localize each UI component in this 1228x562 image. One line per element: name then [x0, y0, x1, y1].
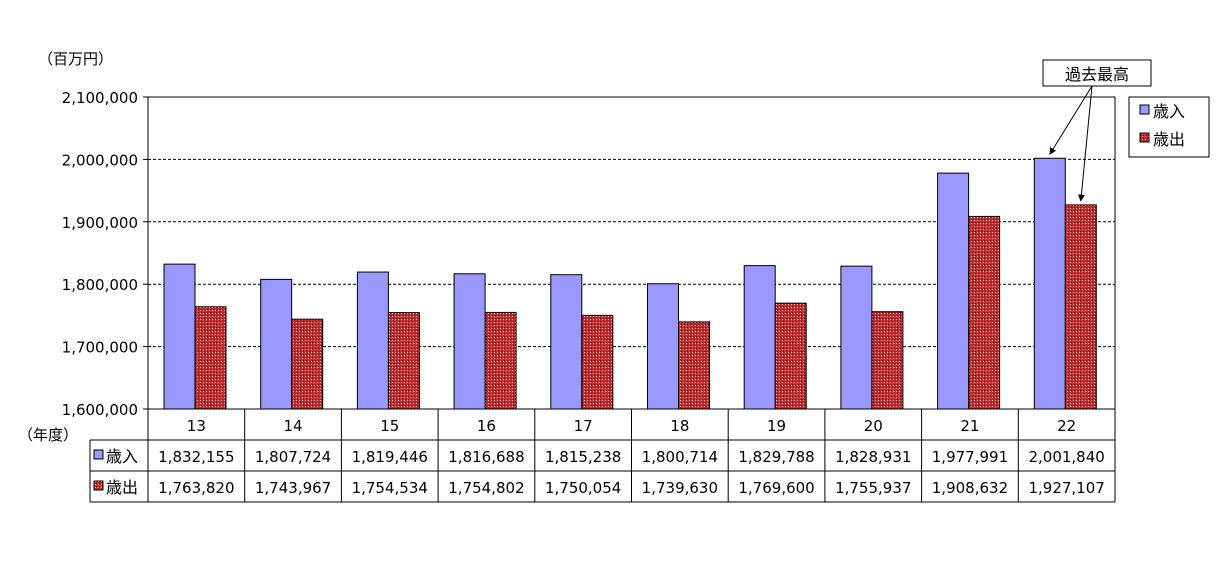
y-tick-label: 2,100,000	[62, 89, 138, 107]
bar-revenue	[163, 263, 196, 410]
bar-revenue	[356, 271, 389, 410]
y-tick-label: 1,900,000	[62, 214, 138, 232]
data-label: 1,755,937	[835, 479, 911, 497]
bar-expenditure	[1064, 204, 1097, 410]
data-label: 1,908,632	[932, 479, 1008, 497]
data-label: 1,828,931	[835, 448, 911, 466]
bar-revenue	[550, 274, 583, 410]
legend-swatch-revenue	[1139, 104, 1150, 115]
y-tick-label: 2,000,000	[62, 151, 138, 169]
table-row-label: 歳入	[106, 447, 138, 466]
y-tick-label: 1,800,000	[62, 276, 138, 294]
bar-revenue	[743, 265, 776, 410]
y-axis-unit-label: （百万円）	[38, 50, 113, 68]
x-tick-label: 16	[477, 417, 496, 435]
annotation-arrow	[1049, 85, 1093, 155]
data-label: 1,819,446	[352, 448, 428, 466]
y-tick-label: 1,600,000	[62, 401, 138, 419]
x-tick-label: 14	[284, 417, 303, 435]
annotation-box	[1042, 59, 1152, 87]
bar-expenditure	[871, 311, 904, 410]
x-axis-label: （年度）	[18, 426, 78, 444]
annotation-arrow	[1077, 85, 1093, 202]
x-tick-label: 17	[574, 417, 593, 435]
bar-revenue	[453, 273, 486, 410]
annotation-label: 過去最高	[1065, 65, 1129, 84]
data-label: 1,754,534	[352, 479, 428, 497]
data-label: 1,754,802	[448, 479, 524, 497]
data-label: 2,001,840	[1028, 448, 1104, 466]
bar-revenue	[937, 172, 970, 410]
bar-expenditure	[387, 312, 420, 410]
x-tick-label: 20	[864, 417, 883, 435]
bar-expenditure	[678, 321, 710, 410]
bar-expenditure	[194, 306, 227, 410]
x-tick-label: 19	[767, 417, 786, 435]
table-swatch-expenditure	[93, 480, 104, 491]
data-label: 1,750,054	[545, 479, 621, 497]
data-label: 1,977,991	[932, 448, 1008, 466]
data-label: 1,807,724	[255, 448, 331, 466]
data-label: 1,927,107	[1028, 479, 1104, 497]
y-tick-label: 1,700,000	[62, 339, 138, 357]
legend-swatch-expenditure	[1139, 132, 1150, 143]
x-tick-label: 21	[960, 417, 979, 435]
bar-expenditure	[291, 318, 324, 410]
x-tick-label: 22	[1057, 417, 1076, 435]
data-label: 1,815,238	[545, 448, 621, 466]
data-label: 1,832,155	[158, 448, 234, 466]
bar-expenditure	[774, 302, 807, 410]
bar-expenditure	[968, 215, 1001, 410]
x-tick-label: 18	[670, 417, 689, 435]
table-row-label: 歳出	[106, 478, 138, 497]
bar-expenditure	[484, 311, 517, 410]
bar-revenue	[647, 283, 679, 410]
data-label: 1,743,967	[255, 479, 331, 497]
data-label: 1,829,788	[738, 448, 814, 466]
x-tick-label: 15	[380, 417, 399, 435]
bar-revenue	[1033, 157, 1066, 410]
legend-label: 歳出	[1153, 130, 1185, 149]
bar-revenue	[840, 265, 873, 410]
bar-revenue	[260, 278, 293, 410]
data-label: 1,800,714	[642, 448, 718, 466]
table-swatch-revenue	[93, 449, 104, 460]
x-tick-label: 13	[187, 417, 206, 435]
data-label: 1,816,688	[448, 448, 524, 466]
data-label: 1,739,630	[642, 479, 718, 497]
legend-label: 歳入	[1153, 102, 1185, 121]
bar-expenditure	[581, 314, 614, 410]
data-label: 1,763,820	[158, 479, 234, 497]
data-label: 1,769,600	[738, 479, 814, 497]
